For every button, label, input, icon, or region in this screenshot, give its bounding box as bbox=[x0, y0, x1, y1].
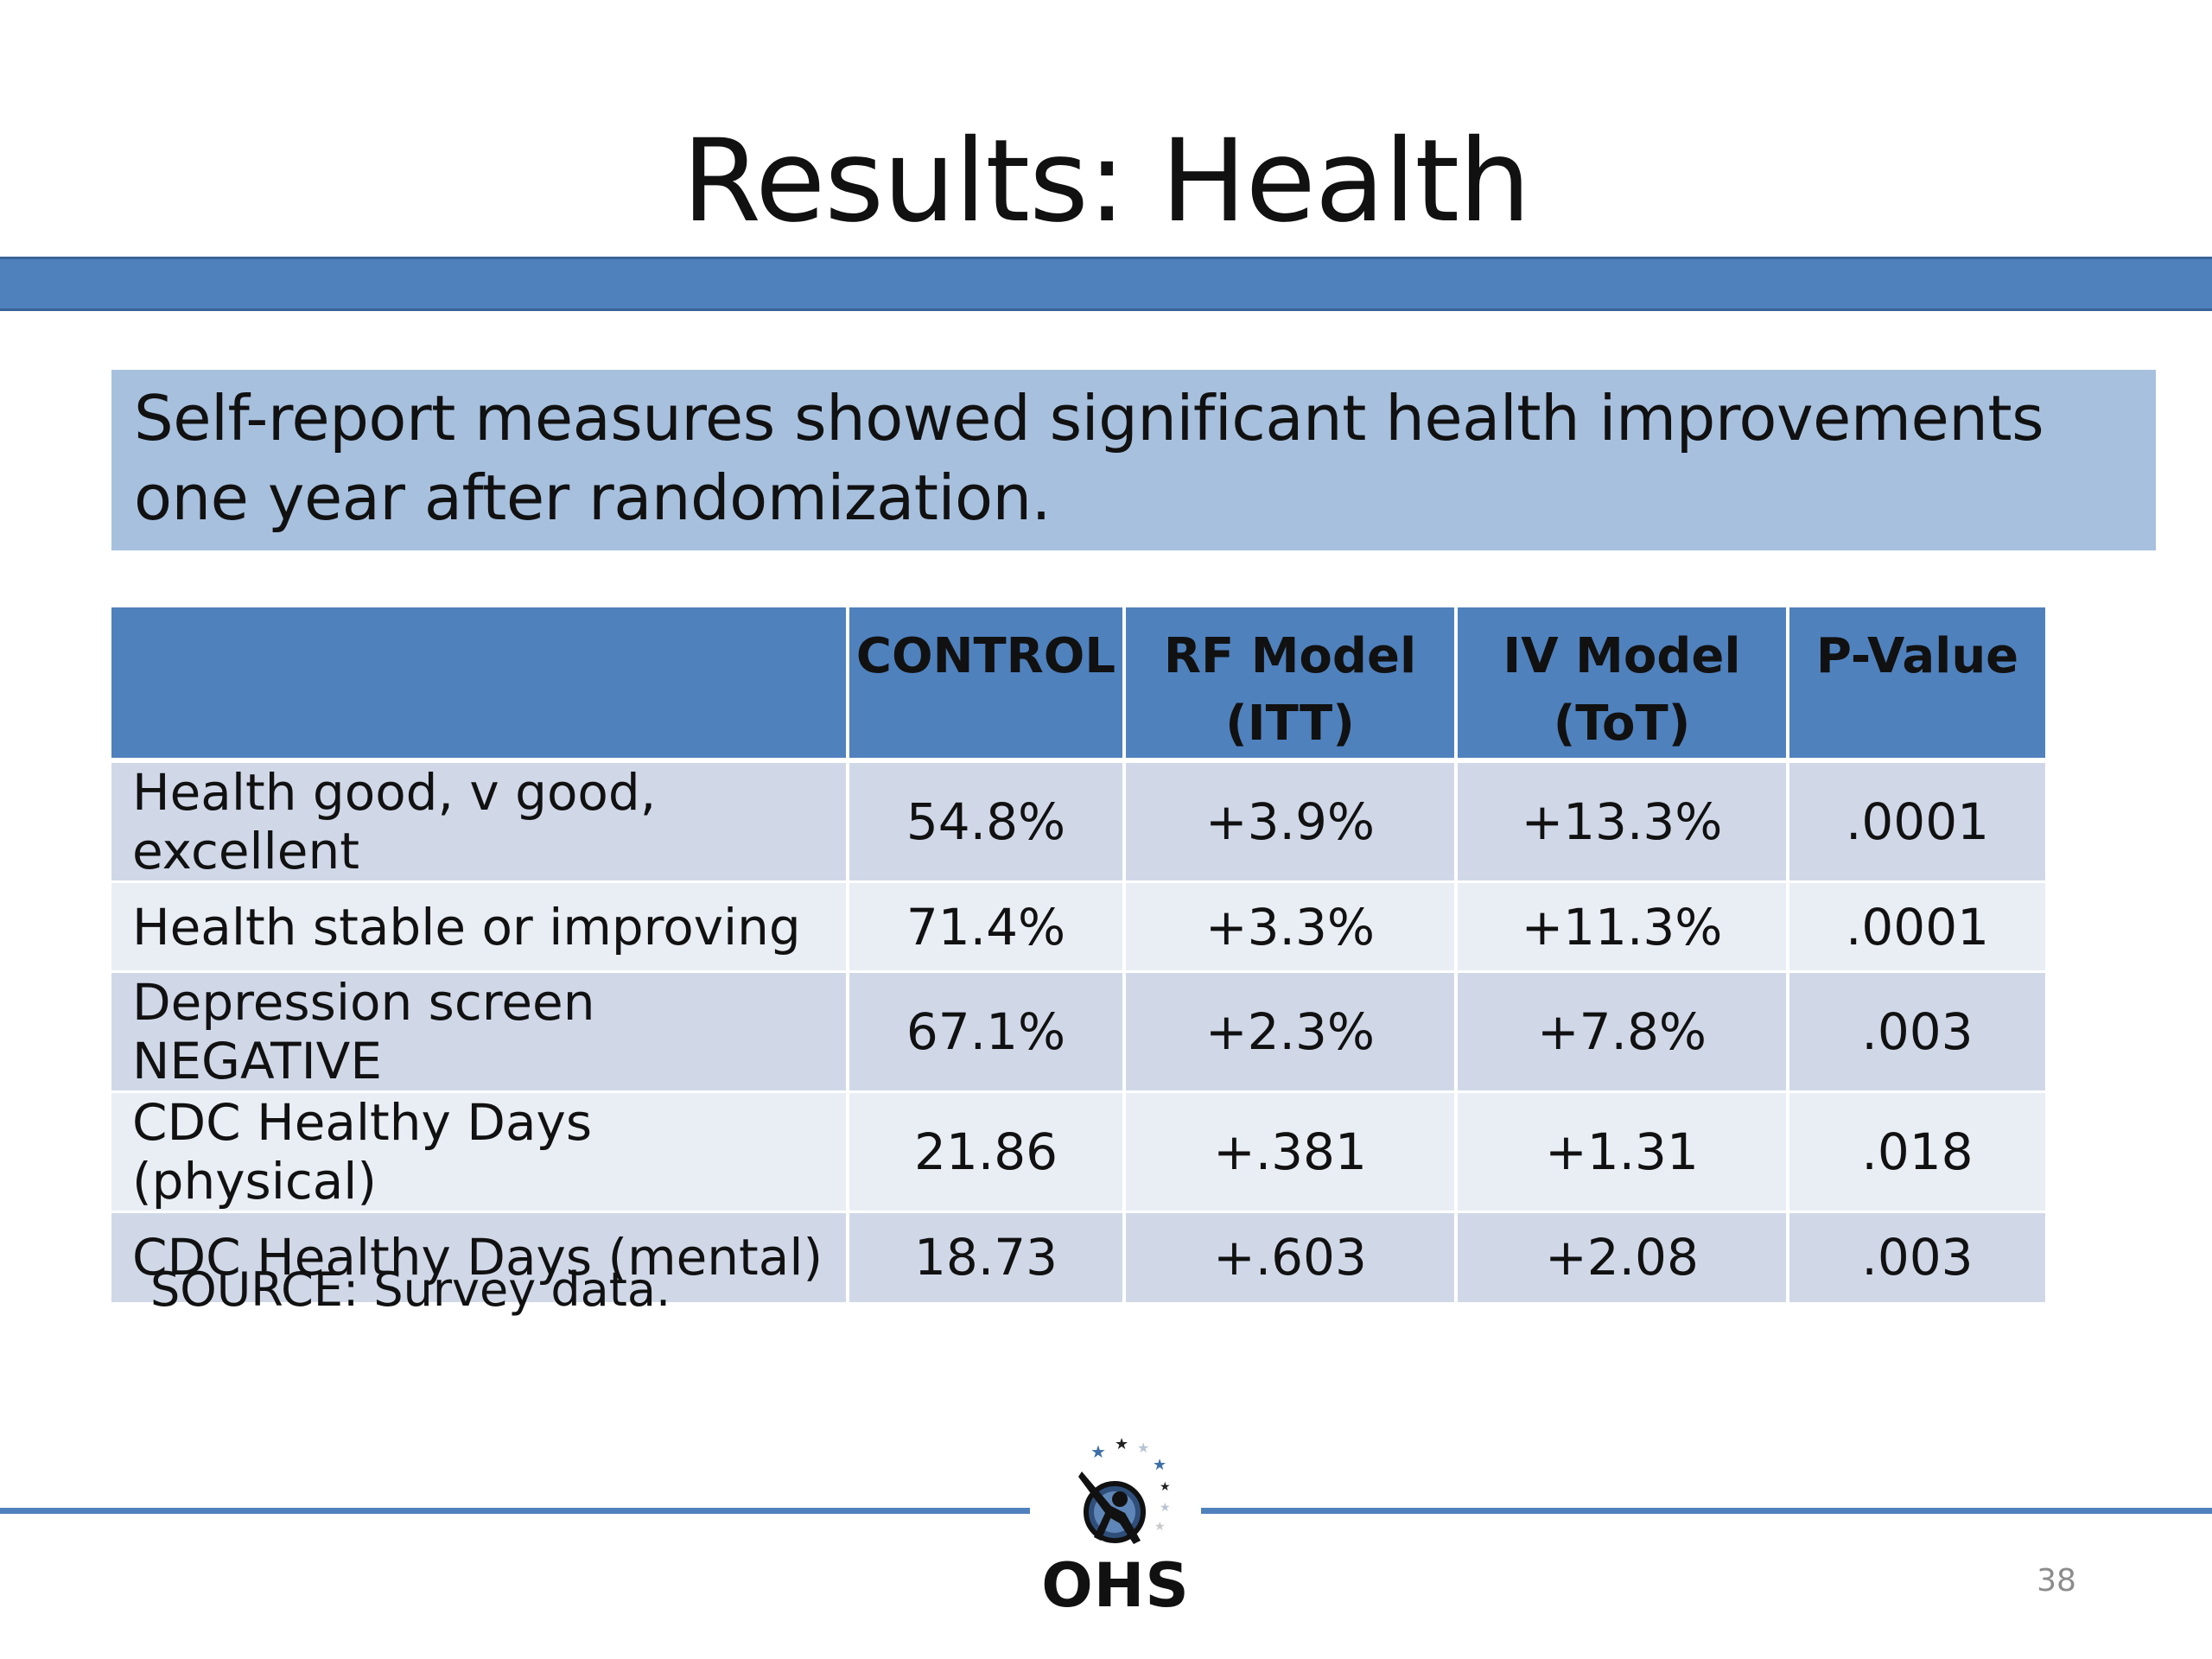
row-p-value: .018 bbox=[1786, 1090, 2045, 1212]
page-number: 38 bbox=[2037, 1563, 2076, 1599]
table-header-row: CONTROL RF Model (ITT) IV Model (ToT) P-… bbox=[111, 607, 2045, 763]
header-iv-model: IV Model (ToT) bbox=[1454, 607, 1788, 763]
svg-text:★: ★ bbox=[1153, 1456, 1166, 1474]
header-iv-model-line2: (ToT) bbox=[1553, 696, 1691, 752]
row-control: 18.73 bbox=[846, 1211, 1124, 1302]
header-control: CONTROL bbox=[846, 607, 1124, 763]
slide-title: Results: Health bbox=[682, 115, 1531, 248]
header-rf-model: RF Model (ITT) bbox=[1122, 607, 1456, 763]
row-p-value: .0001 bbox=[1786, 880, 2045, 972]
header-rf-model-line2: (ITT) bbox=[1225, 696, 1355, 752]
svg-text:★: ★ bbox=[1090, 1441, 1106, 1462]
svg-text:★: ★ bbox=[1137, 1440, 1149, 1456]
table-row: Depression screen NEGATIVE 67.1% +2.3% +… bbox=[111, 970, 2045, 1092]
row-iv-model: +2.08 bbox=[1454, 1211, 1788, 1302]
row-iv-model: +11.3% bbox=[1454, 880, 1788, 972]
svg-text:★: ★ bbox=[1160, 1480, 1171, 1494]
header-p-value: P-Value bbox=[1786, 607, 2045, 763]
row-rf-model: +.381 bbox=[1122, 1090, 1456, 1212]
row-rf-model: +2.3% bbox=[1122, 970, 1456, 1092]
row-control: 54.8% bbox=[846, 759, 1124, 882]
row-measure: CDC Healthy Days (physical) bbox=[111, 1090, 848, 1212]
row-iv-model: +1.31 bbox=[1454, 1090, 1788, 1212]
row-iv-model: +13.3% bbox=[1454, 759, 1788, 882]
row-measure: CDC Healthy Days (mental) bbox=[111, 1211, 848, 1302]
row-rf-model: +.603 bbox=[1122, 1211, 1456, 1302]
source-note: SOURCE: Survey data. bbox=[150, 1262, 671, 1317]
row-p-value: .003 bbox=[1786, 1211, 2045, 1302]
summary-callout: Self-report measures showed significant … bbox=[111, 370, 2156, 550]
table-row: Health good, v good, excellent 54.8% +3.… bbox=[111, 759, 2045, 882]
results-table: CONTROL RF Model (ITT) IV Model (ToT) P-… bbox=[111, 607, 2045, 1302]
row-measure: Health good, v good, excellent bbox=[111, 759, 848, 882]
row-measure: Health stable or improving bbox=[111, 880, 848, 972]
svg-text:★: ★ bbox=[1115, 1435, 1128, 1453]
svg-text:★: ★ bbox=[1160, 1501, 1171, 1515]
table-row: Health stable or improving 71.4% +3.3% +… bbox=[111, 880, 2045, 972]
logo-text: OHS bbox=[1041, 1550, 1190, 1621]
header-iv-model-line1: IV Model bbox=[1503, 628, 1741, 684]
row-control: 21.86 bbox=[846, 1090, 1124, 1212]
row-rf-model: +3.9% bbox=[1122, 759, 1456, 882]
footer-rule-right bbox=[1201, 1508, 2212, 1514]
row-control: 71.4% bbox=[846, 880, 1124, 972]
ohs-logo: ★ ★ ★ ★ ★ ★ ★ OHS bbox=[1030, 1430, 1201, 1620]
table-row: CDC Healthy Days (physical) 21.86 +.381 … bbox=[111, 1090, 2045, 1212]
row-measure: Depression screen NEGATIVE bbox=[111, 970, 848, 1092]
header-rf-model-line1: RF Model bbox=[1163, 628, 1417, 684]
table-row: CDC Healthy Days (mental) 18.73 +.603 +2… bbox=[111, 1211, 2045, 1302]
ohs-star-figure-logo-icon: ★ ★ ★ ★ ★ ★ ★ bbox=[1078, 1435, 1171, 1544]
header-p-value-line1: P-Value bbox=[1815, 628, 2019, 684]
header-control-line1: CONTROL bbox=[855, 628, 1116, 684]
row-p-value: .003 bbox=[1786, 970, 2045, 1092]
title-divider-bar bbox=[0, 257, 2212, 311]
row-p-value: .0001 bbox=[1786, 759, 2045, 882]
row-control: 67.1% bbox=[846, 970, 1124, 1092]
footer-rule-left bbox=[0, 1508, 1030, 1514]
row-rf-model: +3.3% bbox=[1122, 880, 1456, 972]
row-iv-model: +7.8% bbox=[1454, 970, 1788, 1092]
svg-text:★: ★ bbox=[1154, 1520, 1166, 1534]
header-measure bbox=[111, 607, 848, 763]
